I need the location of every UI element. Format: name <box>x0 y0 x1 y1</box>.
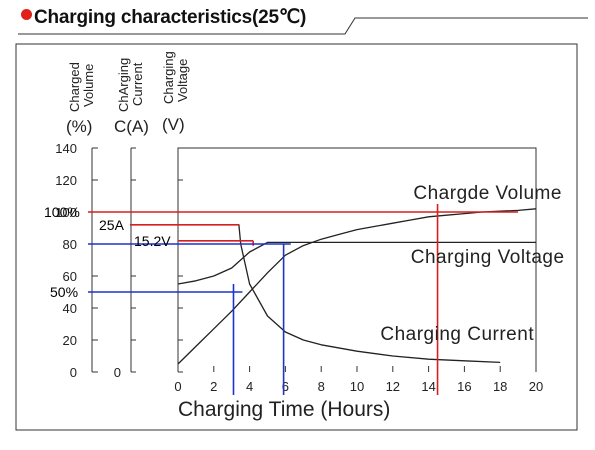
chart-labels: Charging Time (Hours) Chargde Volume Charg… <box>44 183 565 421</box>
volume-axis-title-line2: Volume <box>81 64 96 107</box>
volume-axis-title-line1: Charged <box>67 62 82 112</box>
volume-axis-unit: (%) <box>66 117 92 136</box>
x-axis-tick-label: 16 <box>457 379 471 394</box>
current-axis-title-line2: Current <box>130 62 145 106</box>
x-axis-tick-label: 14 <box>421 379 435 394</box>
volume-axis-tick-label: 60 <box>63 269 77 284</box>
chart-markers <box>88 204 519 395</box>
volume-axis-tick-label: 80 <box>63 237 77 252</box>
chart-title: Charging characteristics(25℃) <box>34 6 306 29</box>
x-axis-tick-label: 0 <box>174 379 181 394</box>
x-axis-tick-label: 20 <box>529 379 543 394</box>
annotation-current: 25A <box>99 217 125 233</box>
volume-axis-tick-label: 140 <box>55 141 77 156</box>
x-axis-title: Charging Time (Hours) <box>178 398 390 421</box>
volume-axis-tick-label: 120 <box>55 173 77 188</box>
bullet-dot-icon <box>21 9 32 20</box>
x-axis-tick-label: 4 <box>246 379 253 394</box>
header-underline <box>18 17 588 35</box>
outer-frame <box>15 43 578 431</box>
annotation-half-volume: 50% <box>50 284 78 300</box>
series-label-1: Charging Voltage <box>411 247 565 268</box>
chart-axes: Charged Volume (%) ChArging Current C(A)… <box>55 51 543 394</box>
annotation-full-volume: 100% <box>44 204 80 220</box>
volume-axis-tick-label: 20 <box>63 333 77 348</box>
chart-title-close: ) <box>300 7 307 28</box>
x-axis-tick-label: 8 <box>318 379 325 394</box>
voltage-axis-title-line1: Charging <box>161 51 176 104</box>
series-label-2: Charging Current <box>380 324 534 345</box>
chart-frame <box>15 43 578 431</box>
volume-axis-tick-label: 100 <box>55 205 77 220</box>
current-axis-title-line1: ChArging <box>116 58 131 112</box>
current-axis-unit: C(A) <box>114 117 149 136</box>
series-line-1 <box>177 241 536 285</box>
plot-frame <box>177 147 537 372</box>
voltage-axis-title-line2: Voltage <box>175 59 190 102</box>
x-axis-tick-label: 10 <box>350 379 364 394</box>
annotation-voltage: 15.2V <box>134 233 171 249</box>
chart-title-text: Charging characteristics(25 <box>34 7 279 28</box>
volume-axis-tick-label: 40 <box>63 301 77 316</box>
volume-axis-tick-label: 0 <box>70 365 77 380</box>
x-axis-tick-label: 6 <box>282 379 289 394</box>
x-axis-tick-label: 12 <box>386 379 400 394</box>
series-label-0: Chargde Volume <box>413 183 562 204</box>
temperature-unit: ℃ <box>278 7 301 28</box>
x-axis-tick-label: 2 <box>210 379 217 394</box>
current-axis-tick-label: 0 <box>114 365 121 380</box>
x-axis-tick-label: 18 <box>493 379 507 394</box>
voltage-axis-unit: (V) <box>162 115 185 134</box>
chart-header: Charging characteristics(25℃) <box>0 0 595 36</box>
